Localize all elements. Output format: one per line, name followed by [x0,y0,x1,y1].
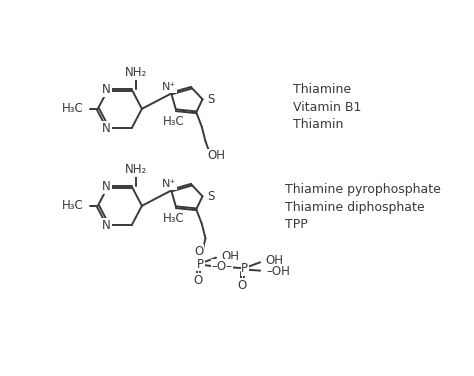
Text: N: N [102,83,111,96]
Text: NH₂: NH₂ [125,163,147,176]
Text: Vitamin B1: Vitamin B1 [292,101,361,114]
Text: H₃C: H₃C [61,102,83,115]
Text: Thiamine: Thiamine [292,83,351,97]
Text: S: S [207,93,214,106]
Text: P: P [197,258,204,271]
Text: S: S [207,190,214,203]
Text: –O–: –O– [211,260,232,273]
Text: O: O [237,279,247,292]
Text: H₃C: H₃C [164,212,185,225]
Text: Thiamine pyrophosphate: Thiamine pyrophosphate [285,183,441,196]
Text: OH: OH [208,149,226,162]
Text: H₃C: H₃C [61,199,83,212]
Text: Thiamin: Thiamin [292,118,343,131]
Text: N: N [102,180,111,193]
Text: OH: OH [221,250,239,263]
Text: O: O [193,274,203,287]
Text: TPP: TPP [285,218,308,231]
Text: NH₂: NH₂ [125,66,147,79]
Text: N: N [102,219,111,232]
Text: N: N [102,122,111,135]
Text: N⁺: N⁺ [162,82,177,92]
Text: OH: OH [265,254,283,267]
Text: –OH: –OH [266,265,290,278]
Text: H₃C: H₃C [164,115,185,128]
Text: O: O [194,245,203,258]
Text: N⁺: N⁺ [162,179,177,189]
Text: P: P [241,262,248,275]
Text: Thiamine diphosphate: Thiamine diphosphate [285,201,425,214]
